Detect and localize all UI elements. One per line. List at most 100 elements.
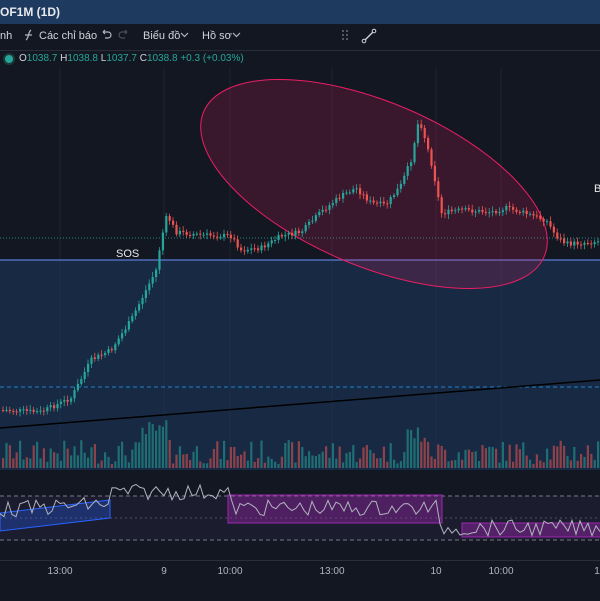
volume-bar <box>396 463 399 468</box>
volume-bar <box>32 445 35 468</box>
chart-type-button[interactable]: Biểu đồ <box>143 30 181 42</box>
candle-body <box>124 329 127 334</box>
chevron-down-icon[interactable] <box>180 28 189 45</box>
candle-body <box>342 192 345 199</box>
volume-bar <box>39 458 42 468</box>
volume-bar <box>362 447 365 468</box>
volume-bar <box>29 458 32 468</box>
candle-body <box>447 209 450 215</box>
undo-icon[interactable] <box>100 27 112 44</box>
candle-body <box>311 220 314 222</box>
candle-body <box>206 233 209 235</box>
volume-bar <box>168 439 171 468</box>
redo-icon[interactable] <box>118 27 130 44</box>
volume-bar <box>416 427 419 468</box>
volume-bar <box>117 445 120 468</box>
candle-body <box>246 249 249 252</box>
volume-bar <box>447 461 450 468</box>
volume-bar <box>158 425 161 468</box>
trend-line <box>0 379 600 429</box>
candle-body <box>209 233 212 236</box>
drawing-tool-icon[interactable] <box>361 28 377 47</box>
candle-body <box>144 290 147 299</box>
candle-body <box>189 234 192 236</box>
candle-body <box>474 211 477 213</box>
volume-bar <box>280 456 283 468</box>
timeframe-label[interactable]: nh <box>0 30 13 42</box>
drag-handle-icon[interactable] <box>340 28 350 45</box>
volume-bar <box>15 452 18 468</box>
volume-bar <box>566 455 569 468</box>
candle-body <box>515 209 518 212</box>
candle-body <box>5 409 8 411</box>
candle-body <box>508 206 511 208</box>
candle-body <box>321 209 324 212</box>
time-axis[interactable]: 13:00 9 10:00 13:00 10 10:00 1 <box>0 560 600 601</box>
volume-bar <box>454 460 457 468</box>
volume-bar <box>291 442 294 468</box>
volume-bar <box>464 449 467 468</box>
window-title: OF1M (1D) <box>0 5 60 19</box>
volume-bar <box>70 455 73 468</box>
volume-bar <box>325 446 328 468</box>
candle-body <box>22 409 25 411</box>
candle-body <box>542 218 545 222</box>
candle-body <box>413 143 416 163</box>
indicators-button[interactable]: Các chỉ báo <box>39 30 98 42</box>
volume-bar <box>270 458 273 468</box>
candle-body <box>263 245 266 248</box>
candle-body <box>437 181 440 198</box>
candle-body <box>549 221 552 227</box>
candle-body <box>284 234 287 237</box>
volume-bar <box>250 441 253 468</box>
volume-bar <box>467 449 470 468</box>
candle-body <box>165 216 168 233</box>
candle-body <box>467 208 470 210</box>
candle-body <box>355 188 358 190</box>
volume-bar <box>403 452 406 468</box>
volume-bar <box>202 463 205 468</box>
volume-bar <box>127 462 130 468</box>
high-label: H <box>60 53 68 64</box>
volume-bar <box>529 459 532 468</box>
rsi-line <box>0 483 600 538</box>
candle-body <box>219 237 222 239</box>
volume-bar <box>59 460 62 468</box>
volume-bar <box>406 429 409 468</box>
candle-body <box>335 197 338 204</box>
volume-bar <box>219 458 222 468</box>
candle-body <box>525 210 528 215</box>
open-value: 1038.7 <box>26 53 58 64</box>
status-dot-icon <box>5 55 13 63</box>
volume-bar <box>267 456 270 468</box>
candle-body <box>488 212 491 214</box>
candle-body <box>491 211 494 213</box>
volume-bar <box>301 447 304 468</box>
volume-bar <box>121 441 124 468</box>
candle-body <box>478 209 481 212</box>
chart-canvas[interactable]: SOS B <box>0 68 600 560</box>
candle-body <box>134 310 137 317</box>
candle-body <box>423 127 426 139</box>
volume-bar <box>124 455 127 468</box>
volume-bar <box>389 443 392 468</box>
candle-body <box>19 409 22 412</box>
candle-body <box>172 220 175 225</box>
chevron-down-icon[interactable] <box>232 28 241 45</box>
candle-body <box>90 357 93 364</box>
candle-body <box>192 234 195 236</box>
volume-bar <box>338 446 341 468</box>
volume-bar <box>423 437 426 468</box>
candle-body <box>36 411 39 413</box>
candle-body <box>110 349 113 351</box>
indicators-icon[interactable] <box>24 28 36 45</box>
profile-button[interactable]: Hồ sơ <box>202 30 232 42</box>
volume-bar <box>297 441 300 468</box>
candle-body <box>291 232 294 236</box>
x-tick-label: 9 <box>161 566 167 577</box>
close-label: C <box>139 53 147 64</box>
volume-bar <box>474 451 477 468</box>
volume-bar <box>444 449 447 468</box>
candle-body <box>80 379 83 384</box>
candle-body <box>12 410 15 412</box>
